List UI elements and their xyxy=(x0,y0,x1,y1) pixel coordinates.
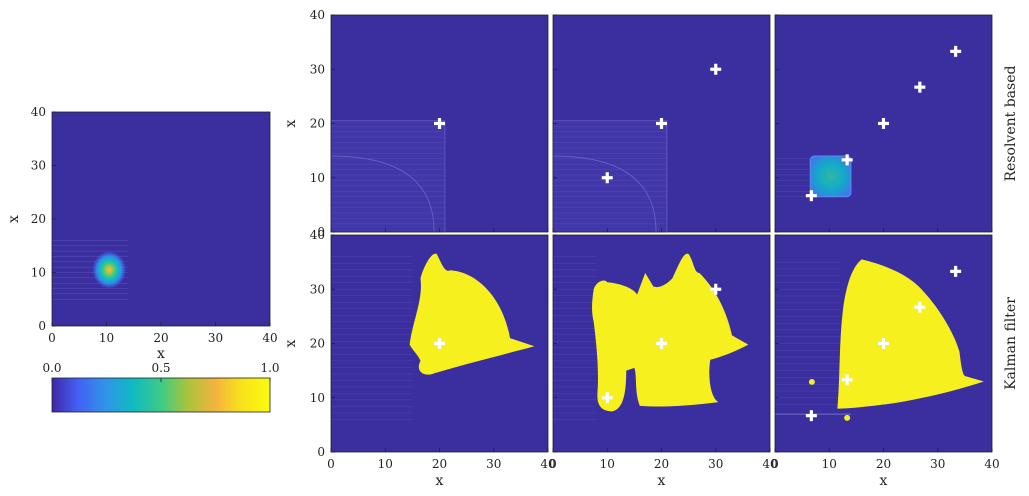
resolvent-artefact-box xyxy=(330,120,446,233)
sensor-marker-v xyxy=(714,63,718,75)
sensor-marker-v xyxy=(605,392,609,404)
sensor-marker-v xyxy=(714,283,718,295)
resolvent-artefact-arc xyxy=(552,155,657,233)
grid-panel-xtick-label: 30 xyxy=(486,457,501,471)
reference-response-blob xyxy=(92,251,126,289)
colorbar xyxy=(51,377,271,413)
grid-panel-xtick-label: 20 xyxy=(432,457,447,471)
sensor-marker-v xyxy=(845,154,849,166)
grid-panel-xtick-label: 20 xyxy=(876,457,891,471)
grid-panel-ytick-label: 10 xyxy=(310,171,325,185)
kalman-estimate-region xyxy=(837,259,984,409)
reference-xtick-label: 30 xyxy=(208,331,223,345)
row-label: Resolvent based xyxy=(1003,65,1019,181)
grid-panel-ytick-label: 30 xyxy=(310,62,325,76)
sensor-marker-v xyxy=(659,338,664,349)
reference-xtick-label: 20 xyxy=(153,331,168,345)
reference-ylabel: x xyxy=(6,215,22,223)
sensor-marker-v xyxy=(881,338,886,349)
grid-panel-xtick-label: 40 xyxy=(762,457,777,471)
grid-panel-ytick-label: 20 xyxy=(310,337,325,351)
reference-xtick-label: 40 xyxy=(262,331,277,345)
sensor-marker-v xyxy=(437,338,442,349)
grid-xlabel: x xyxy=(436,473,444,489)
grid-panel-xtick-label: 0 xyxy=(549,457,557,471)
sensor-marker-v xyxy=(918,301,922,313)
sensor-marker-v xyxy=(845,374,849,386)
grid-panel-xtick-label: 0 xyxy=(771,457,779,471)
grid-ylabel: x xyxy=(283,119,299,127)
sensor-marker-v xyxy=(954,265,958,277)
reference-ytick-label: 40 xyxy=(31,105,46,119)
colorbar-tick-label: 0.0 xyxy=(42,361,61,375)
grid-xlabel: x xyxy=(880,473,888,489)
reference-ytick-label: 0 xyxy=(38,319,46,333)
sensor-marker-v xyxy=(954,45,958,57)
sensor-marker-v xyxy=(881,118,886,129)
resolvent-artefact-arc xyxy=(330,155,435,233)
grid-panel-xtick-label: 40 xyxy=(540,457,555,471)
grid-panel-ytick-label: 30 xyxy=(310,282,325,296)
sensor-marker-v xyxy=(605,172,609,184)
grid-panel-ytick-label: 0 xyxy=(317,445,325,459)
reference-panel-background xyxy=(52,112,270,326)
sensor-marker-v xyxy=(659,118,664,129)
reference-ytick-label: 10 xyxy=(31,266,46,280)
reference-ytick-label: 30 xyxy=(31,159,46,173)
sensor-marker-v xyxy=(809,410,813,422)
resolvent-response-square xyxy=(809,155,852,198)
grid-panel-ytick-label: 0 xyxy=(317,225,325,239)
kalman-small-region xyxy=(844,414,851,421)
grid-panel-xtick-label: 10 xyxy=(378,457,393,471)
sensor-marker-v xyxy=(809,190,813,202)
sensor-marker-v xyxy=(918,81,922,93)
reference-xtick-label: 0 xyxy=(48,331,56,345)
reference-xtick-label: 10 xyxy=(99,331,114,345)
grid-panel-xtick-label: 20 xyxy=(654,457,669,471)
grid-panel-xtick-label: 10 xyxy=(600,457,615,471)
grid-panel-ytick-label: 20 xyxy=(310,117,325,131)
reference-ytick-label: 20 xyxy=(31,212,46,226)
row-label: Kalman filter xyxy=(1003,297,1019,390)
grid-panel-xtick-label: 30 xyxy=(708,457,723,471)
colorbar-tick-label: 0.5 xyxy=(151,361,170,375)
kalman-estimate-region xyxy=(592,253,749,412)
grid-panel-xtick-label: 0 xyxy=(327,457,335,471)
grid-panel-ytick-label: 40 xyxy=(310,228,325,242)
grid-xlabel: x xyxy=(658,473,666,489)
grid-panel-xtick-label: 40 xyxy=(984,457,999,471)
grid-panel-xtick-label: 10 xyxy=(822,457,837,471)
grid-panel-ytick-label: 10 xyxy=(310,391,325,405)
sensor-marker-v xyxy=(437,118,442,129)
reference-xlabel: x xyxy=(157,346,165,362)
kalman-small-region xyxy=(808,379,815,386)
grid-ylabel: x xyxy=(283,339,299,347)
colorbar-tick-label: 1.0 xyxy=(260,361,279,375)
grid-panel-ytick-label: 40 xyxy=(310,8,325,22)
grid-panel-xtick-label: 30 xyxy=(930,457,945,471)
